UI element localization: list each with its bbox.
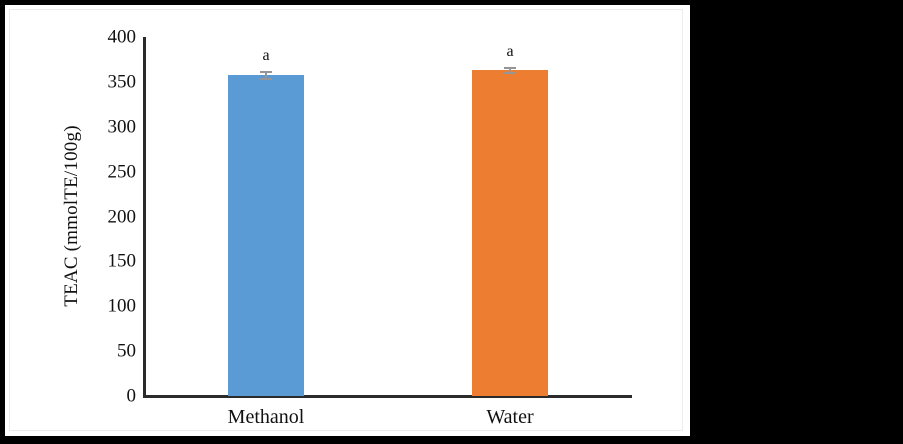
chart-panel: TEAC (mmolTE/100g) 0 50 100 150 200 250 300 350… xyxy=(5,5,690,436)
error-bar-cap xyxy=(260,77,272,80)
error-bar-cap xyxy=(260,70,272,73)
error-bar xyxy=(509,67,511,73)
y-axis-line xyxy=(143,37,146,397)
y-tick-label: 150 xyxy=(107,250,137,272)
y-tick-label: 200 xyxy=(107,206,137,227)
significance-letter: a xyxy=(262,46,270,64)
error-bar-cap xyxy=(504,71,516,74)
significance-letter: a xyxy=(506,42,514,60)
bar-methanol xyxy=(228,75,304,396)
error-bar-cap xyxy=(504,66,516,69)
y-tick-label: 350 xyxy=(107,71,137,93)
x-axis-line xyxy=(143,395,632,398)
x-category-label: Water xyxy=(486,406,534,428)
y-tick-label: 300 xyxy=(107,116,137,138)
y-tick-label: 100 xyxy=(107,295,137,317)
x-category-label: Methanol xyxy=(227,406,305,428)
y-tick-label: 400 xyxy=(107,26,137,48)
y-tick-label: 250 xyxy=(107,161,137,183)
bar-water xyxy=(472,70,548,396)
y-tick-label: 50 xyxy=(117,340,136,362)
error-bar xyxy=(265,71,267,79)
y-tick-label: 0 xyxy=(126,385,137,407)
